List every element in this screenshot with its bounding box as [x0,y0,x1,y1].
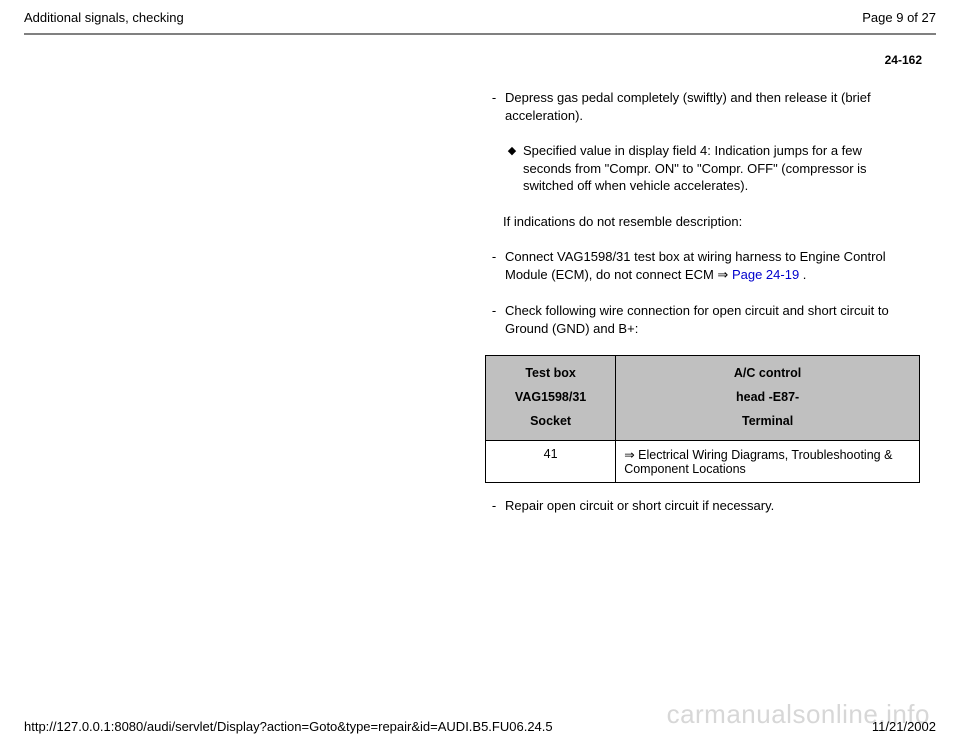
page-link-24-19[interactable]: Page 24-19 [732,267,799,282]
table-header: Test box VAG1598/31 Socket A/C control h… [486,356,920,440]
arrow-icon: ⇒ [624,447,634,462]
header-page-label: Page 9 of 27 [862,10,936,25]
col-header-testbox: Test box VAG1598/31 Socket [486,356,616,440]
step-text: Check following wire connection for open… [503,302,920,337]
step-repair: - Repair open circuit or short circuit i… [485,497,920,515]
page-footer: http://127.0.0.1:8080/audi/servlet/Displ… [24,719,936,734]
footer-date: 11/21/2002 [872,719,936,734]
text-part-b: . [799,267,806,282]
col-header-line: Terminal [624,410,911,434]
col-header-line: Test box [494,362,607,386]
step-connect-testbox: - Connect VAG1598/31 test box at wiring … [485,248,920,284]
cell-socket: 41 [486,440,616,482]
step-marker: - [485,497,503,515]
page-reference-number: 24-162 [0,35,960,67]
table-row: 41 ⇒ Electrical Wiring Diagrams, Trouble… [486,440,920,482]
step-text: Connect VAG1598/31 test box at wiring ha… [503,248,920,284]
step-marker: - [485,248,503,284]
step-marker: - [485,302,503,337]
step-text: Depress gas pedal completely (swiftly) a… [503,89,920,124]
header-title: Additional signals, checking [24,10,184,25]
step-text: Repair open circuit or short circuit if … [503,497,920,515]
footer-url: http://127.0.0.1:8080/audi/servlet/Displ… [24,719,553,734]
arrow-icon: ⇒ [717,268,728,283]
substep-text: Specified value in display field 4: Indi… [521,142,920,195]
bullet-icon: ◆ [503,142,521,195]
col-header-line: A/C control [624,362,911,386]
plain-text-condition: If indications do not resemble descripti… [503,213,920,231]
main-content: - Depress gas pedal completely (swiftly)… [485,89,920,514]
col-header-line: head -E87- [624,386,911,410]
cell-terminal: ⇒ Electrical Wiring Diagrams, Troublesho… [616,440,920,482]
text-part-a: Connect VAG1598/31 test box at wiring ha… [505,249,886,282]
col-header-line: VAG1598/31 [494,386,607,410]
wiring-table: Test box VAG1598/31 Socket A/C control h… [485,355,920,482]
step-check-wire: - Check following wire connection for op… [485,302,920,337]
substep-specified-value: ◆ Specified value in display field 4: In… [503,142,920,195]
col-header-ac-control: A/C control head -E87- Terminal [616,356,920,440]
step-marker: - [485,89,503,124]
col-header-line: Socket [494,410,607,434]
step-depress-pedal: - Depress gas pedal completely (swiftly)… [485,89,920,124]
cell-desc: Electrical Wiring Diagrams, Troubleshoot… [624,448,892,476]
page-header: Additional signals, checking Page 9 of 2… [0,0,960,29]
